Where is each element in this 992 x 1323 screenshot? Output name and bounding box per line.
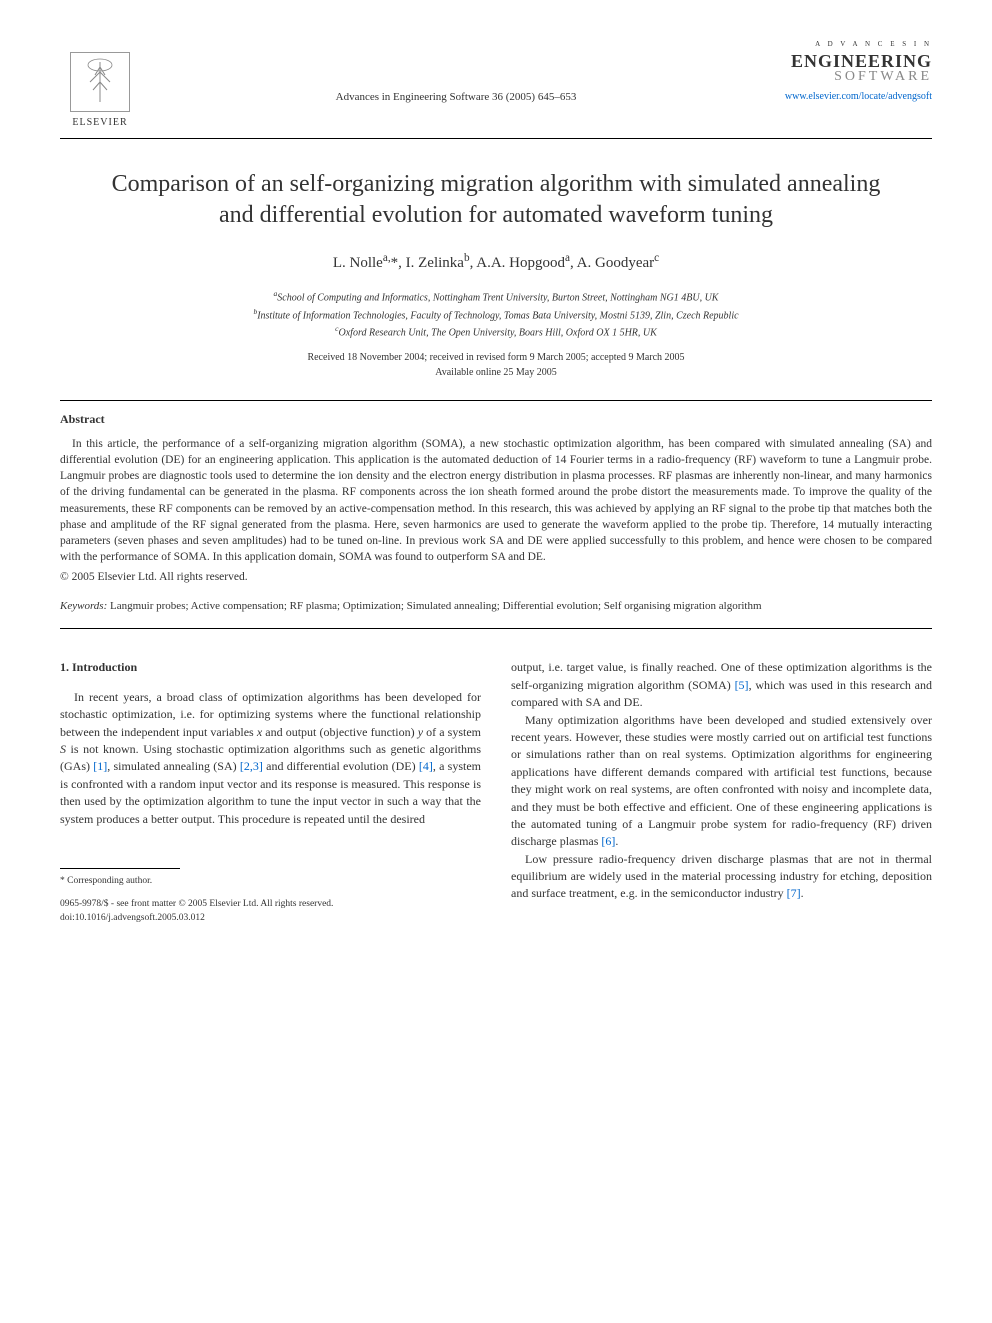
issn-line: 0965-9978/$ - see front matter © 2005 El… xyxy=(60,898,481,911)
footnote-divider xyxy=(60,868,180,869)
article-dates: Received 18 November 2004; received in r… xyxy=(60,350,932,380)
intro-para-2: Many optimization algorithms have been d… xyxy=(511,712,932,851)
authors-list: L. Nollea,*, I. Zelinkab, A.A. Hopgooda,… xyxy=(60,251,932,274)
journal-reference: Advances in Engineering Software 36 (200… xyxy=(140,40,772,105)
publisher-name: ELSEVIER xyxy=(72,116,127,130)
doi-line: doi:10.1016/j.advengsoft.2005.03.012 xyxy=(60,912,481,925)
intro-para-3: Low pressure radio-frequency driven disc… xyxy=(511,851,932,903)
affiliations: aSchool of Computing and Informatics, No… xyxy=(60,288,932,340)
body-columns: 1. Introduction In recent years, a broad… xyxy=(60,659,932,924)
header-divider xyxy=(60,138,932,139)
publisher-logo: ELSEVIER xyxy=(60,40,140,130)
right-column: output, i.e. target value, is finally re… xyxy=(511,659,932,924)
affiliation-a: aSchool of Computing and Informatics, No… xyxy=(60,288,932,305)
elsevier-tree-icon xyxy=(70,52,130,112)
journal-logo-pretitle: A D V A N C E S I N xyxy=(772,40,932,50)
ref-link-6[interactable]: [6] xyxy=(601,834,615,848)
abstract-heading: Abstract xyxy=(60,411,932,428)
affiliation-b: bInstitute of Information Technologies, … xyxy=(60,306,932,323)
copyright-line: © 2005 Elsevier Ltd. All rights reserved… xyxy=(60,569,932,585)
keywords-label: Keywords: xyxy=(60,600,107,612)
ref-link-5[interactable]: [5] xyxy=(735,678,749,692)
abstract-top-divider xyxy=(60,400,932,401)
ref-link-4[interactable]: [4] xyxy=(419,759,433,773)
journal-logo: A D V A N C E S I N ENGINEERING SOFTWARE… xyxy=(772,40,932,104)
abstract-text: In this article, the performance of a se… xyxy=(60,436,932,565)
left-column: 1. Introduction In recent years, a broad… xyxy=(60,659,481,924)
intro-para-1: In recent years, a broad class of optimi… xyxy=(60,689,481,828)
ref-link-7[interactable]: [7] xyxy=(787,886,801,900)
journal-logo-title: ENGINEERING xyxy=(772,52,932,70)
keywords: Keywords: Langmuir probes; Active compen… xyxy=(60,599,932,614)
keywords-text: Langmuir probes; Active compensation; RF… xyxy=(110,600,762,612)
journal-logo-subtitle: SOFTWARE xyxy=(772,70,932,84)
affiliation-c: cOxford Research Unit, The Open Universi… xyxy=(60,323,932,340)
abstract-bottom-divider xyxy=(60,628,932,629)
intro-heading: 1. Introduction xyxy=(60,659,481,676)
online-date: Available online 25 May 2005 xyxy=(60,365,932,380)
intro-para-1-cont: output, i.e. target value, is finally re… xyxy=(511,659,932,711)
corresponding-author-note: * Corresponding author. xyxy=(60,875,481,888)
ref-link-23[interactable]: [2,3] xyxy=(240,759,263,773)
article-title: Comparison of an self-organizing migrati… xyxy=(100,169,892,231)
header-row: ELSEVIER Advances in Engineering Softwar… xyxy=(60,40,932,130)
received-date: Received 18 November 2004; received in r… xyxy=(60,350,932,365)
ref-link-1[interactable]: [1] xyxy=(93,759,107,773)
journal-url-link[interactable]: www.elsevier.com/locate/advengsoft xyxy=(772,90,932,104)
